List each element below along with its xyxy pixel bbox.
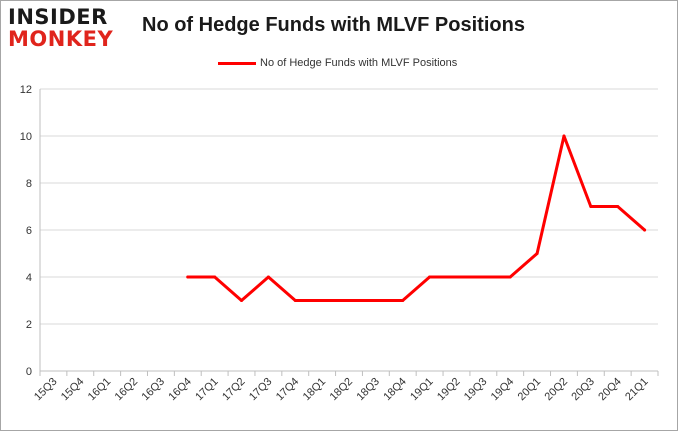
x-tick-label: 18Q4 [381,376,409,404]
data-point [562,134,566,138]
series-layer [186,134,647,302]
data-point [643,228,647,232]
x-tick-label: 15Q3 [32,376,60,404]
y-tick-label: 2 [26,319,32,331]
data-point [508,275,512,279]
data-point [293,299,297,302]
axes [39,89,659,376]
x-tick-label: 19Q3 [462,376,490,404]
gridlines [40,88,658,325]
x-tick-label: 18Q1 [301,376,329,404]
x-tick-label: 21Q1 [623,376,651,404]
x-tick-label: 16Q2 [113,376,141,404]
x-tick-label: 16Q1 [86,376,114,404]
data-point [616,205,620,208]
x-tick-label: 16Q3 [140,376,168,404]
x-tick-label: 19Q2 [435,376,463,404]
x-tick-label: 17Q3 [247,376,275,404]
logo-line-2: MONKEY [8,27,114,51]
legend-swatch [218,61,256,65]
data-point [428,275,432,279]
x-tick-label: 18Q2 [328,376,356,404]
data-point [347,299,351,302]
x-tick-label: 17Q1 [193,376,221,404]
insider-monkey-logo: INSIDER MONKEY [8,6,126,56]
logo-line-1: INSIDER [8,5,108,29]
chart-title: No of Hedge Funds with MLVF Positions [142,14,525,36]
x-tick-label: 20Q4 [596,376,624,404]
data-point [213,275,217,279]
data-point [240,299,244,302]
data-point [589,205,593,208]
data-point [535,252,539,255]
x-tick-label: 18Q3 [354,376,382,404]
x-tick-labels: 15Q3 15Q4 16Q1 16Q2 16Q3 16Q4 17Q1 17Q2 17Q3 17Q4… [32,376,651,404]
y-tick-label: 4 [26,272,32,284]
y-tick-label: 10 [20,131,32,143]
chart-legend: No of Hedge Funds with MLVF Positions [218,55,457,71]
data-point [266,275,270,279]
x-tick-label: 20Q3 [569,376,597,404]
x-tick-label: 20Q2 [543,376,571,404]
data-point [374,299,378,302]
y-tick-labels: 0 2 4 6 8 10 12 [20,84,32,378]
data-point [481,275,485,279]
y-tick-label: 8 [26,178,32,190]
x-tick-label: 19Q4 [489,376,517,404]
y-tick-label: 0 [26,366,32,378]
data-point [401,299,405,302]
data-point [186,275,190,279]
y-tick-label: 12 [20,84,32,96]
x-tick-label: 15Q4 [59,376,87,404]
legend-label: No of Hedge Funds with MLVF Positions [260,57,458,69]
y-tick-label: 6 [26,225,32,237]
x-tick-label: 17Q4 [274,376,302,404]
x-tick-label: 20Q1 [516,376,544,404]
data-point [320,299,324,302]
series-line [186,134,647,302]
x-tick-label: 17Q2 [220,376,248,404]
x-tick-label: 16Q4 [166,376,194,404]
x-tick-label: 19Q1 [408,376,436,404]
data-point [454,275,458,279]
